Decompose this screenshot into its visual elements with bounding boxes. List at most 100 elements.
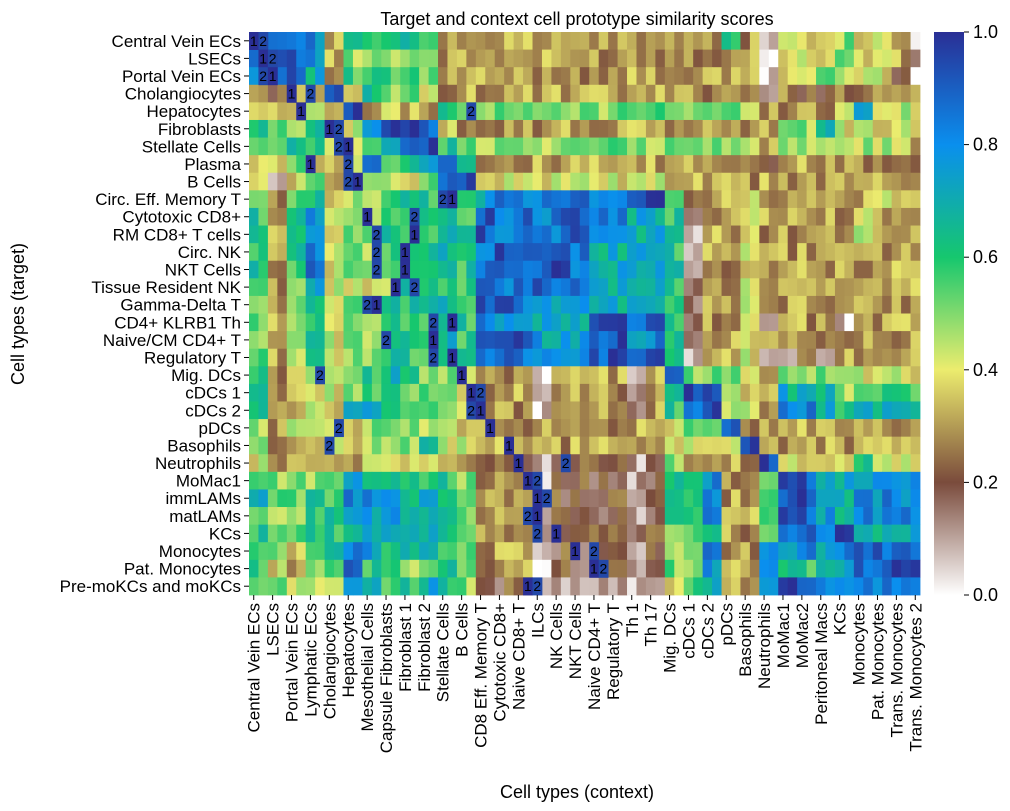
heatmap-cell <box>664 507 675 526</box>
heatmap-cell <box>456 102 467 121</box>
heatmap-cell <box>740 542 751 561</box>
heatmap-cell <box>438 401 448 420</box>
heatmap-cell <box>466 313 477 332</box>
heatmap-cell <box>475 67 486 86</box>
heatmap-cell <box>381 207 392 226</box>
heatmap-cell <box>712 119 722 138</box>
heatmap-cell <box>693 524 704 543</box>
heatmap-cell <box>645 260 656 279</box>
heatmap-cell <box>608 190 618 209</box>
heatmap-cell <box>447 559 458 578</box>
heatmap-cell <box>334 559 344 578</box>
heatmap-cell <box>627 278 637 297</box>
heatmap-cell <box>759 577 770 596</box>
row-label: Naive/CM CD4+ T <box>103 331 241 350</box>
heatmap-cell <box>267 119 278 138</box>
heatmap-cell <box>475 454 486 473</box>
heatmap-cell <box>343 454 354 473</box>
heatmap-cell <box>664 260 675 279</box>
heatmap-cell <box>551 49 562 68</box>
heatmap-cell <box>683 454 694 473</box>
heatmap-cell <box>872 559 883 578</box>
heatmap-cell <box>664 454 675 473</box>
heatmap-cell <box>901 102 911 121</box>
heatmap-cell <box>882 559 893 578</box>
cell-rank-label: 1 <box>448 314 456 330</box>
heatmap-cell <box>249 172 259 191</box>
heatmap-cell <box>617 67 628 86</box>
heatmap-cell <box>362 278 373 297</box>
top-match-cell <box>390 278 401 297</box>
heatmap-cell <box>740 524 751 543</box>
heatmap-cell <box>844 489 855 508</box>
heatmap-cell <box>759 383 770 402</box>
heatmap-cell <box>315 383 325 402</box>
heatmap-cell <box>447 542 458 561</box>
heatmap-cell <box>324 331 335 350</box>
cell-rank-label: 2 <box>307 86 315 102</box>
heatmap-cell <box>797 172 807 191</box>
heatmap-cell <box>494 172 505 191</box>
heatmap-cell <box>334 172 344 191</box>
heatmap-cell <box>400 119 411 138</box>
heatmap-cell <box>636 137 647 156</box>
heatmap-cell <box>560 295 571 314</box>
heatmap-cell <box>645 366 656 385</box>
heatmap-cell <box>390 102 401 121</box>
heatmap-cell <box>390 348 401 367</box>
heatmap-cell <box>721 137 732 156</box>
heatmap-cell <box>872 577 883 596</box>
cell-rank-label: 2 <box>335 420 343 436</box>
heatmap-cell <box>513 172 524 191</box>
heatmap-cell <box>589 172 600 191</box>
heatmap-cell <box>400 278 411 297</box>
heatmap-cell <box>872 542 883 561</box>
heatmap-cell <box>419 137 429 156</box>
heatmap-cell <box>466 155 477 174</box>
cell-rank-label: 2 <box>325 437 333 453</box>
heatmap-cell <box>853 67 864 86</box>
heatmap-cell <box>541 155 552 174</box>
heatmap-cell <box>910 471 921 490</box>
heatmap-cell <box>428 137 439 156</box>
top-match-cell <box>447 348 458 367</box>
heatmap-cell <box>485 32 496 50</box>
heatmap-cell <box>570 348 581 367</box>
heatmap-cell <box>759 260 770 279</box>
heatmap-cell <box>277 331 288 350</box>
heatmap-cell <box>834 119 845 138</box>
heatmap-cell <box>362 542 373 561</box>
heatmap-cell <box>712 454 722 473</box>
heatmap-cell <box>730 67 741 86</box>
cell-rank-label: 1 <box>448 191 456 207</box>
cell-rank-label: 1 <box>269 68 277 84</box>
heatmap-cell <box>693 190 704 209</box>
cell-rank-label: 2 <box>269 50 277 66</box>
heatmap-cell <box>787 419 798 438</box>
heatmap-cell <box>541 67 552 86</box>
heatmap-cell <box>438 366 448 385</box>
heatmap-cell <box>645 225 656 244</box>
heatmap-cell <box>882 577 893 596</box>
heatmap-cell <box>598 489 609 508</box>
heatmap-cell <box>863 524 874 543</box>
heatmap-cell <box>400 366 411 385</box>
heatmap-cell <box>334 401 344 420</box>
heatmap-cell <box>683 207 694 226</box>
row-label: Central Vein ECs <box>112 32 241 51</box>
heatmap-cell <box>655 419 666 438</box>
heatmap-cell <box>844 401 855 420</box>
cell-rank-label: 1 <box>354 174 362 190</box>
heatmap-cell <box>390 260 401 279</box>
heatmap-cell <box>305 67 316 86</box>
heatmap-cell <box>494 243 505 262</box>
heatmap-cell <box>863 419 874 438</box>
cell-rank-label: 1 <box>429 332 437 348</box>
heatmap-cell <box>570 313 581 332</box>
heatmap-cell <box>778 313 789 332</box>
heatmap-cell <box>891 383 902 402</box>
heatmap-cell <box>589 419 600 438</box>
heatmap-cell <box>296 155 307 174</box>
heatmap-cell <box>891 507 902 526</box>
